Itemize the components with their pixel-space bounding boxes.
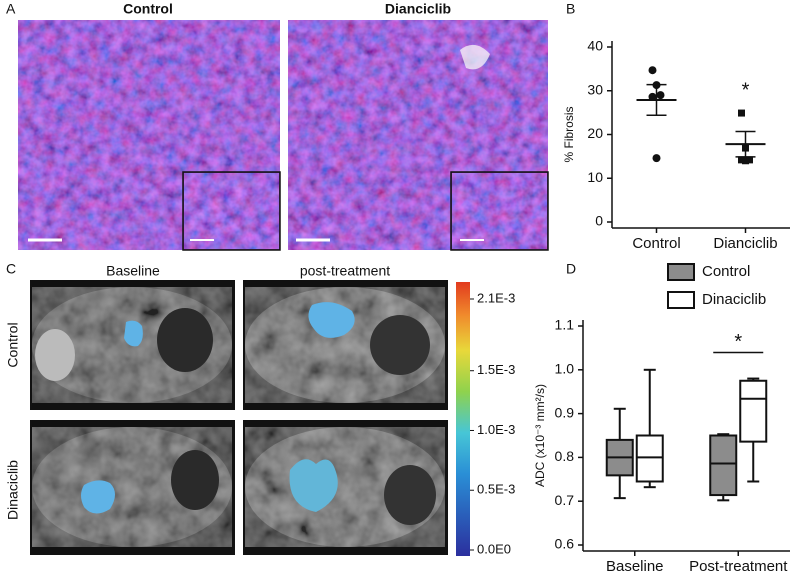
row-title: Dinaciclib	[5, 460, 21, 520]
y-axis-label: % Fibrosis	[562, 106, 576, 162]
data-point	[648, 92, 657, 101]
x-tick-label: Dianciclib	[713, 235, 777, 252]
colorbar	[456, 282, 470, 556]
histology-image	[18, 20, 281, 251]
data-point	[648, 66, 657, 75]
colorbar-tick-label: 0.0E0	[477, 541, 511, 556]
box	[739, 379, 768, 443]
significance-star: *	[742, 80, 750, 102]
legend-label: Control	[702, 263, 750, 280]
y-axis-label: ADC (x10⁻³ mm²/s)	[533, 384, 547, 487]
image-title: Control	[123, 1, 173, 17]
x-tick-label: Control	[632, 235, 680, 252]
column-title: Baseline	[106, 263, 160, 279]
colorbar-tick-label: 1.5E-3	[477, 362, 515, 377]
image-title: Dianciclib	[385, 1, 451, 17]
data-point	[656, 91, 665, 100]
colorbar-tick-label: 2.1E-3	[477, 290, 515, 305]
significance-star: *	[734, 331, 742, 353]
mri-image	[30, 420, 235, 555]
mri-image	[243, 280, 448, 410]
column-title: post-treatment	[300, 263, 390, 279]
panel-label: D	[566, 261, 576, 277]
y-tick-label: 20	[587, 125, 603, 141]
legend-swatch	[667, 263, 695, 281]
box	[709, 434, 738, 497]
y-tick-label: 0.9	[555, 404, 575, 420]
y-tick-label: 40	[587, 38, 603, 54]
data-point	[746, 156, 753, 164]
panel-label: B	[566, 1, 575, 17]
colorbar-tick-label: 1.0E-3	[477, 422, 515, 437]
data-point	[738, 156, 745, 164]
histology-image	[288, 20, 549, 251]
data-point	[652, 154, 661, 163]
x-tick-label: Post-treatment	[689, 558, 788, 575]
box	[635, 434, 664, 483]
y-tick-label: 0.8	[555, 448, 575, 464]
y-tick-label: 1.1	[555, 317, 575, 333]
colorbar-ticks: 0.0E0 0.5E-3 1.0E-3 1.5E-3 2.1E-3	[470, 290, 515, 556]
panel-label: C	[6, 261, 16, 277]
y-tick-label: 0.7	[555, 492, 575, 508]
box-plot: 0.6 0.7 0.8 0.9 1.0 1.1 Baseline Post-treatment…	[533, 263, 790, 575]
mri-image	[30, 280, 235, 410]
row-title: Control	[5, 322, 21, 367]
y-tick-label: 10	[587, 169, 603, 185]
y-tick-label: 1.0	[555, 361, 575, 377]
y-tick-label: 0	[595, 213, 603, 229]
panel-label: A	[6, 1, 16, 17]
dot-plot: 0 10 20 30 40 Control Dianciclib % Fibrosis *	[562, 38, 790, 252]
data-point	[738, 109, 745, 117]
data-point	[742, 157, 749, 165]
legend-label: Dinaciclib	[702, 291, 766, 308]
mri-image	[243, 420, 448, 555]
colorbar-tick-label: 0.5E-3	[477, 482, 515, 497]
y-tick-label: 0.6	[555, 536, 575, 552]
legend-swatch	[667, 291, 695, 309]
y-tick-label: 30	[587, 81, 603, 97]
x-tick-label: Baseline	[606, 558, 664, 575]
